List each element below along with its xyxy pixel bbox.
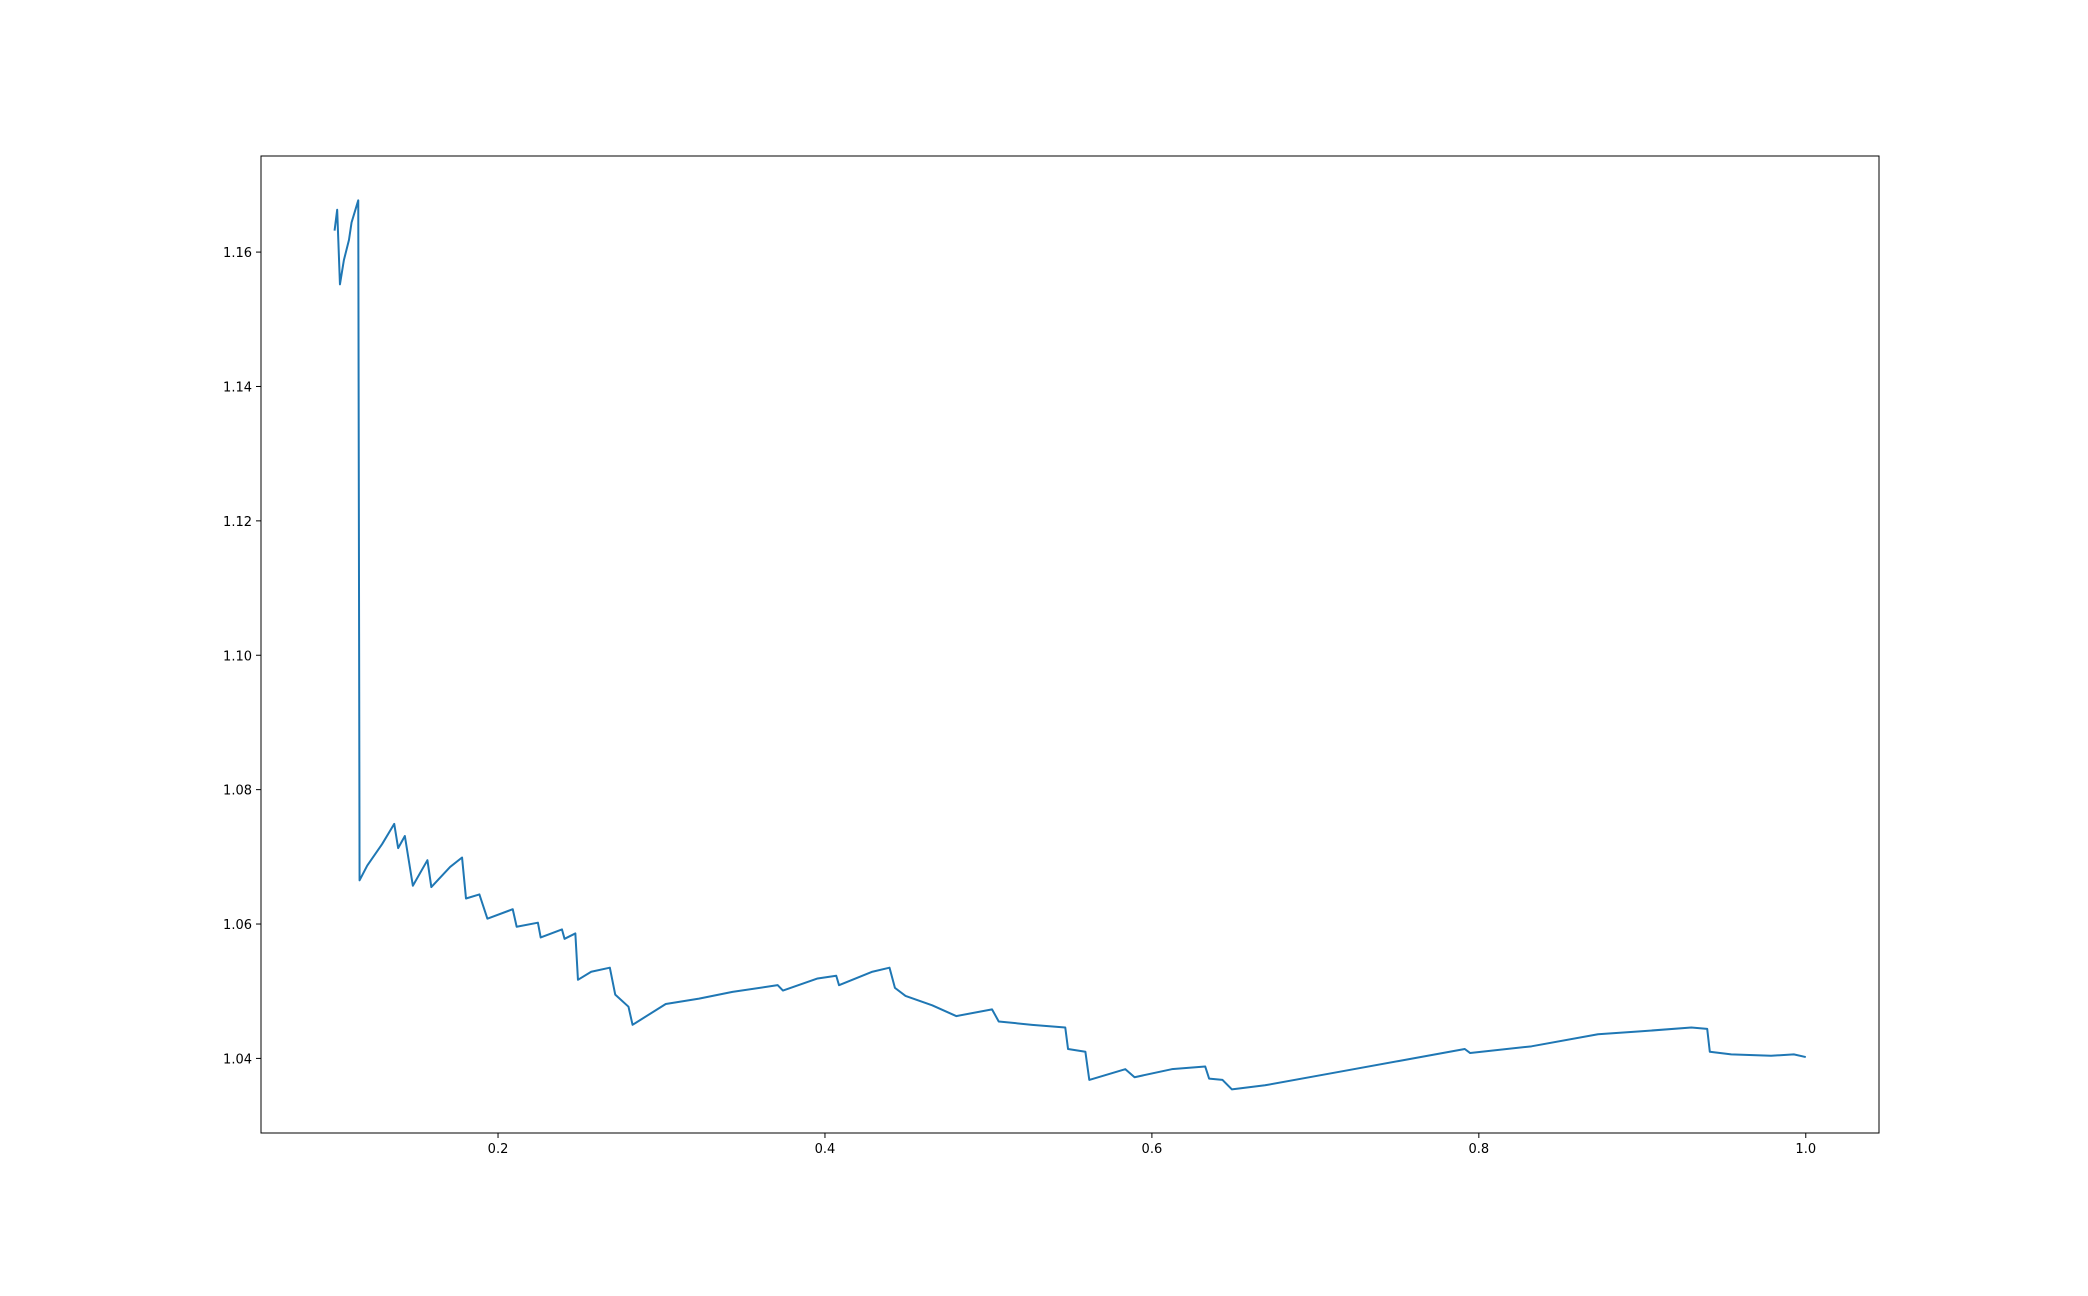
y-tick-label: 1.12 [223, 515, 252, 530]
y-tick-label: 1.14 [223, 380, 252, 395]
x-tick-label: 1.0 [1795, 1142, 1816, 1157]
x-tick-label: 0.4 [815, 1142, 836, 1157]
x-tick-label: 0.2 [488, 1142, 509, 1157]
y-tick-label: 1.16 [223, 246, 252, 261]
y-tick-label: 1.08 [223, 784, 252, 799]
data-line [333, 199, 1806, 1091]
x-tick-label: 0.8 [1468, 1142, 1489, 1157]
y-tick-label: 1.04 [223, 1052, 252, 1067]
plot-frame [260, 155, 1880, 1134]
y-tick-label: 1.06 [223, 918, 252, 933]
y-tick-label: 1.10 [223, 649, 252, 664]
x-tick-label: 0.6 [1142, 1142, 1163, 1157]
